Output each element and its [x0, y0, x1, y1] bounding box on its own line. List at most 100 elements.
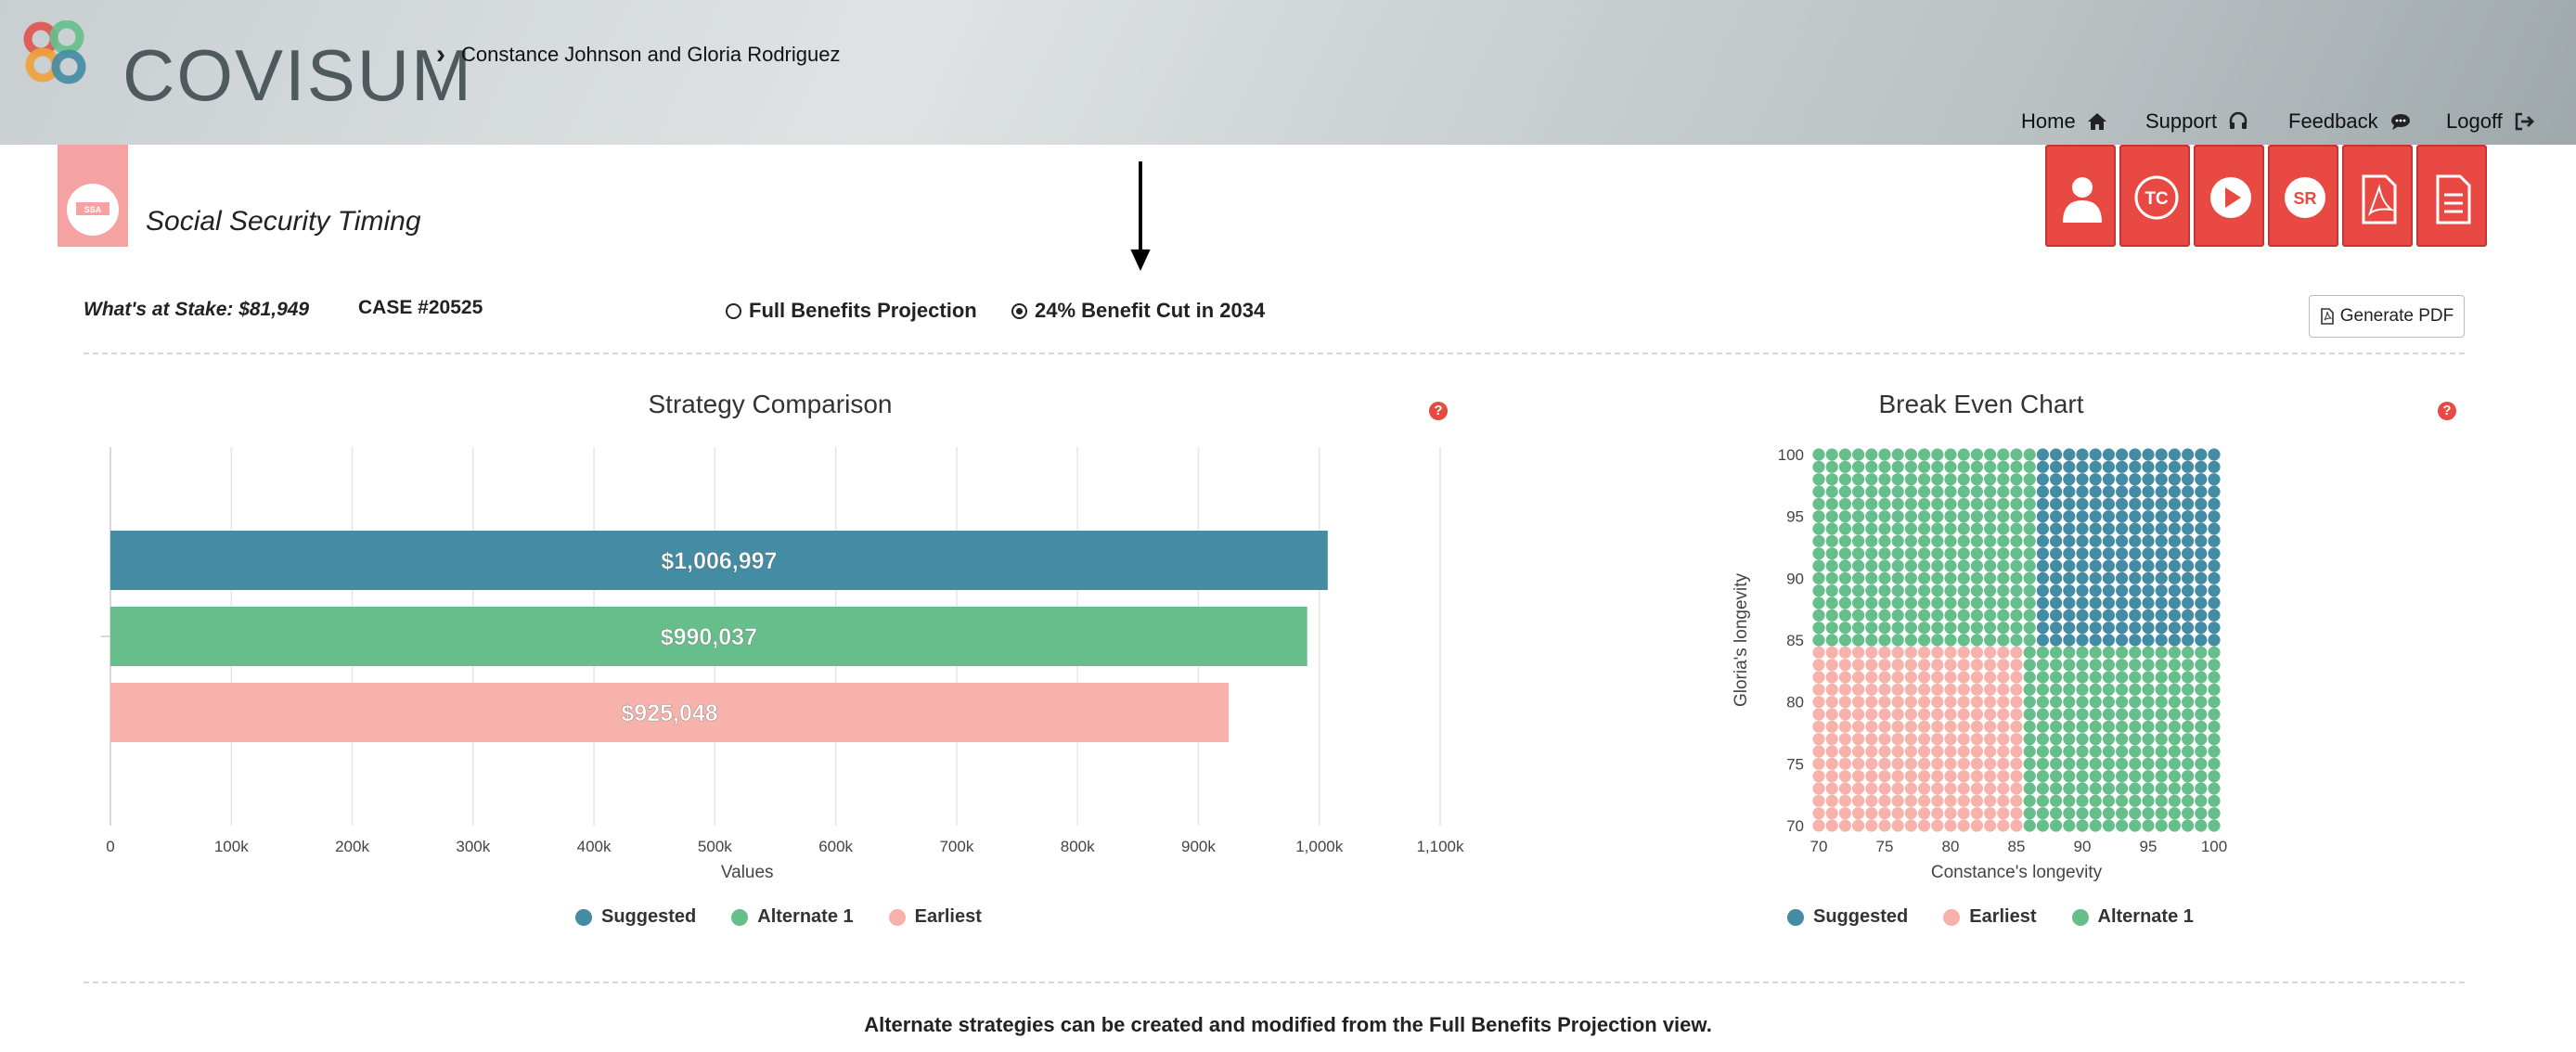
y-tick-label: 100 — [1778, 446, 1804, 464]
pdf-button[interactable] — [2342, 145, 2413, 247]
dot-suggested — [2102, 547, 2115, 560]
dot-suggested — [2129, 473, 2142, 486]
dot-alternate-1 — [2208, 696, 2221, 709]
dot-alternate-1 — [2050, 819, 2063, 832]
dot-earliest — [1812, 819, 1825, 832]
dot-earliest — [1904, 683, 1917, 696]
dot-alternate-1 — [2023, 460, 2036, 473]
dot-earliest — [1812, 745, 1825, 758]
dot-suggested — [2182, 609, 2195, 622]
dot-alternate-1 — [2010, 460, 2023, 473]
dot-alternate-1 — [1812, 634, 1825, 647]
dot-alternate-1 — [1865, 584, 1878, 597]
dot-suggested — [2208, 510, 2221, 523]
be-legend-suggested[interactable]: Suggested — [1787, 906, 1908, 928]
dot-alternate-1 — [1984, 634, 1997, 647]
generate-pdf-button[interactable]: Generate PDF — [2309, 295, 2465, 338]
report-button[interactable] — [2416, 145, 2487, 247]
dot-suggested — [2155, 547, 2168, 560]
dot-suggested — [2102, 571, 2115, 584]
sr-button[interactable]: SR — [2268, 145, 2338, 247]
tc-button[interactable]: TC — [2119, 145, 2190, 247]
covisum-logo[interactable]: COVISUM — [22, 19, 471, 111]
nav-feedback[interactable]: Feedback — [2288, 109, 2412, 134]
chevron-right-icon: › — [436, 39, 445, 70]
dot-earliest — [1891, 733, 1904, 746]
dot-suggested — [2155, 522, 2168, 535]
dot-earliest — [1865, 733, 1878, 746]
dot-suggested — [2116, 584, 2129, 597]
dot-alternate-1 — [1825, 510, 1838, 523]
dot-earliest — [1825, 683, 1838, 696]
dot-earliest — [1918, 671, 1931, 684]
pdf-icon — [2362, 174, 2397, 225]
nav-logoff[interactable]: Logoff — [2446, 109, 2536, 134]
dot-alternate-1 — [1904, 534, 1917, 547]
be-legend-alternate1[interactable]: Alternate 1 — [2071, 906, 2194, 928]
dot-suggested — [2182, 559, 2195, 572]
dot-suggested — [2036, 485, 2049, 498]
radio-full-benefits[interactable]: Full Benefits Projection — [726, 299, 977, 323]
dot-suggested — [2155, 622, 2168, 635]
be-legend-earliest[interactable]: Earliest — [1943, 906, 2037, 928]
dot-earliest — [1852, 745, 1865, 758]
help-break-even-icon[interactable]: ? — [2438, 402, 2456, 420]
dot-earliest — [1931, 745, 1944, 758]
strategy-legend: Suggested Alternate 1 Earliest — [575, 906, 982, 928]
dot-suggested — [2063, 534, 2076, 547]
legend-alternate1[interactable]: Alternate 1 — [731, 906, 854, 928]
client-profile-button[interactable] — [2045, 145, 2116, 247]
dot-earliest — [1904, 745, 1917, 758]
dot-earliest — [1997, 794, 2010, 807]
dot-alternate-1 — [2208, 646, 2221, 659]
dot-earliest — [1825, 819, 1838, 832]
logout-icon — [2515, 112, 2534, 131]
dot-earliest — [1865, 671, 1878, 684]
dot-suggested — [2036, 534, 2049, 547]
dot-suggested — [2089, 448, 2102, 461]
dot-alternate-1 — [2063, 757, 2076, 770]
dot-alternate-1 — [2076, 757, 2089, 770]
dot-alternate-1 — [2023, 696, 2036, 709]
dot-earliest — [1852, 794, 1865, 807]
dot-alternate-1 — [2050, 782, 2063, 795]
play-button[interactable] — [2194, 145, 2264, 247]
dot-alternate-1 — [2129, 720, 2142, 733]
dot-suggested — [2208, 473, 2221, 486]
dot-alternate-1 — [2023, 659, 2036, 672]
help-strategy-icon[interactable]: ? — [1429, 402, 1448, 420]
x-tick-label: 100k — [214, 838, 249, 855]
dot-earliest — [1918, 683, 1931, 696]
dot-alternate-1 — [1944, 510, 1957, 523]
dot-alternate-1 — [1957, 510, 1970, 523]
legend-earliest[interactable]: Earliest — [888, 906, 982, 928]
dot-earliest — [1812, 671, 1825, 684]
dot-alternate-1 — [2182, 745, 2195, 758]
dot-alternate-1 — [1891, 522, 1904, 535]
breadcrumb-client[interactable]: Constance Johnson and Gloria Rodriguez — [461, 43, 841, 66]
dot-alternate-1 — [1944, 522, 1957, 535]
dot-alternate-1 — [1997, 485, 2010, 498]
dot-alternate-1 — [1957, 485, 1970, 498]
dot-alternate-1 — [2155, 757, 2168, 770]
radio-benefit-cut[interactable]: 24% Benefit Cut in 2034 — [1011, 299, 1265, 323]
dot-earliest — [1904, 646, 1917, 659]
dot-alternate-1 — [1931, 485, 1944, 498]
dot-suggested — [2168, 571, 2181, 584]
nav-support[interactable]: Support — [2145, 109, 2248, 134]
dot-alternate-1 — [2116, 659, 2129, 672]
nav-home[interactable]: Home — [2021, 109, 2107, 134]
dot-suggested — [2182, 510, 2195, 523]
radio-circle-icon — [726, 302, 741, 319]
legend-suggested[interactable]: Suggested — [575, 906, 696, 928]
dot-alternate-1 — [2116, 708, 2129, 721]
dot-alternate-1 — [1812, 571, 1825, 584]
dot-earliest — [1865, 782, 1878, 795]
dot-alternate-1 — [1944, 460, 1957, 473]
dot-alternate-1 — [2023, 473, 2036, 486]
dot-alternate-1 — [1812, 460, 1825, 473]
tc-icon: TC — [2134, 175, 2179, 220]
dot-alternate-1 — [2010, 622, 2023, 635]
dot-alternate-1 — [2023, 597, 2036, 609]
dot-suggested — [2063, 547, 2076, 560]
